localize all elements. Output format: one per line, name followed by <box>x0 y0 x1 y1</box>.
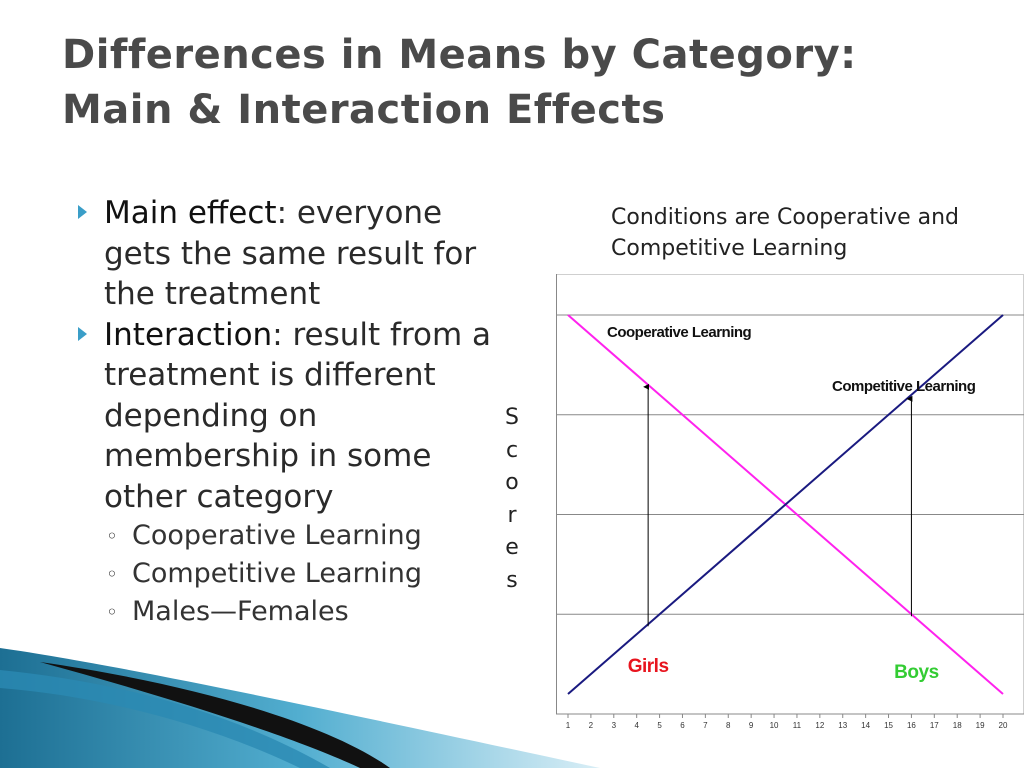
line-chart: 051015201234567891011121314151617181920C… <box>556 274 1024 730</box>
x-tick-label: 13 <box>838 721 847 730</box>
sub-bullet-competitive: ◦ Competitive Learning <box>70 555 510 593</box>
x-tick-label: 2 <box>589 721 594 730</box>
x-tick-label: 14 <box>861 721 870 730</box>
x-tick-label: 20 <box>999 721 1008 730</box>
x-tick-label: 17 <box>930 721 939 730</box>
y-axis-letter: r <box>507 502 517 528</box>
bullet-arrow-icon <box>78 326 87 341</box>
y-axis-letter: S <box>505 405 519 430</box>
y-axis-letter: c <box>505 437 519 463</box>
sub-bullet-text: Cooperative Learning <box>132 520 422 551</box>
bullet-term: Main effect <box>104 195 277 231</box>
x-tick-label: 10 <box>770 721 779 730</box>
x-tick-label: 1 <box>566 721 571 730</box>
x-tick-label: 3 <box>612 721 617 730</box>
bullet-main-effect: Main effect: everyone gets the same resu… <box>70 193 510 315</box>
circle-bullet-icon: ◦ <box>106 562 118 586</box>
y-axis-letter: e <box>505 535 519 560</box>
decorative-swoosh <box>0 648 600 768</box>
x-tick-label: 18 <box>953 721 962 730</box>
chart-annotation: Girls <box>628 656 669 677</box>
sub-bullet-text: Competitive Learning <box>132 558 422 589</box>
bullet-arrow-icon <box>78 205 87 219</box>
sub-bullet-males-females: ◦ Males—Females <box>70 593 510 631</box>
bullet-interaction: Interaction: result from a treatment is … <box>70 315 510 518</box>
sub-bullet-text: Males—Females <box>132 596 349 627</box>
sub-bullet-cooperative: ◦ Cooperative Learning <box>70 517 510 555</box>
chart-annotation: Competitive Learning <box>832 378 976 395</box>
x-tick-label: 16 <box>907 721 916 730</box>
chart-annotation: Boys <box>894 662 938 683</box>
bullet-text: : result from a treatment is different d… <box>104 316 492 515</box>
x-tick-label: 9 <box>749 721 754 730</box>
title-line-2: Main & Interaction Effects <box>62 87 666 133</box>
bullet-term: Interaction <box>104 316 273 353</box>
circle-bullet-icon: ◦ <box>106 524 118 548</box>
x-tick-label: 8 <box>726 721 731 730</box>
chart-caption: Conditions are Cooperative and Competiti… <box>611 205 959 261</box>
circle-bullet-icon: ◦ <box>106 600 118 624</box>
x-tick-label: 12 <box>815 721 824 730</box>
y-axis-letter: s <box>506 567 518 593</box>
x-tick-label: 7 <box>703 721 708 730</box>
x-tick-label: 11 <box>793 721 802 730</box>
x-tick-label: 6 <box>680 721 685 730</box>
title-line-1: Differences in Means by Category: <box>62 32 857 78</box>
x-tick-label: 19 <box>976 721 985 730</box>
bullet-list: Main effect: everyone gets the same resu… <box>70 193 510 631</box>
x-tick-label: 4 <box>634 721 639 730</box>
chart-annotation: Cooperative Learning <box>607 324 752 341</box>
slide-title: Differences in Means by Category: Main &… <box>62 28 962 138</box>
x-tick-label: 5 <box>657 721 662 730</box>
x-tick-label: 15 <box>884 721 893 730</box>
y-axis-letter: o <box>505 470 519 495</box>
bullet-text: : everyone gets the same result for the … <box>104 195 477 312</box>
series-line <box>567 314 1004 695</box>
y-axis-label: S c o r e s <box>502 402 522 597</box>
